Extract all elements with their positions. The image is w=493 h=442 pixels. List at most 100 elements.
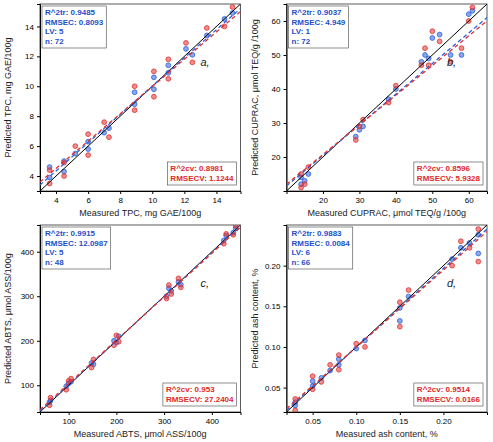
figure: 468101214468101214Measured TPC, mg GAE/1… [0,0,493,442]
point [166,57,171,62]
y-tick-label: 20 [272,153,281,162]
stats-text: RMSEC: 0.0084 [292,239,351,248]
y-tick-label: 400 [21,248,35,257]
x-axis-title: Measured TPC, mg GAE/100g [79,208,201,218]
x-tick: 4 [54,191,59,205]
x-tick: 200 [110,412,124,426]
x-tick-mark [313,412,314,415]
x-tick-mark [120,191,121,194]
x-tick-label: 40 [392,196,401,205]
y-axis: 468101214 [25,5,40,192]
point [166,76,171,81]
x-tick-mark [356,412,357,415]
y-tick-label: 0.05 [265,384,281,393]
y-tick-mark [284,306,287,307]
panel-title: c, [201,277,210,289]
stats-box-frame [163,383,237,406]
x-tick-label: 10 [148,196,157,205]
y-tick-mark [37,252,40,253]
x-tick: 60 [465,191,474,205]
y-tick: 10 [25,82,40,91]
point [336,367,341,372]
y-tick-mark [284,55,287,56]
point [459,53,464,58]
stats-text: n: 72 [292,37,311,46]
stats-text: RMSEC: 4.949 [292,18,346,27]
x-axis-line [287,192,488,195]
x-tick: 0.10 [349,412,365,426]
x-tick: 100 [62,412,76,426]
y-axis: 2030405060 [272,5,287,192]
y-tick-mark [37,26,40,27]
point [151,94,156,99]
x-tick-label: 14 [212,196,221,205]
x-tick-label: 50 [428,196,437,205]
x-tick: 40 [392,191,401,205]
point [132,90,137,95]
y-tick-label: 4 [30,172,35,181]
cv-stats-box: R^2cv: 0.8596RMSECV: 5.9328 [414,162,483,185]
point [328,362,333,367]
panel: 20304050602030405060Measured CUPRAC, μmo… [250,4,488,218]
y-tick-mark [37,341,40,342]
y-tick-mark [284,157,287,158]
fit-line [40,225,241,412]
x-tick-label: 20 [319,196,328,205]
y-tick: 100 [21,381,40,390]
x-tick-mark [69,412,70,415]
y-tick: 4 [30,172,40,181]
point [476,259,481,264]
stats-box: R^2tr: 0.9037RMSEC: 4.949LV: 1n: 72 [289,6,349,48]
stats-text: n: 72 [45,37,64,46]
plot-frame [287,4,488,191]
y-tick-label: 10 [25,82,34,91]
point [336,353,341,358]
x-tick: 14 [212,191,221,205]
stats-box-frame [414,383,483,406]
y-tick-label: 300 [21,292,35,301]
point [151,75,156,80]
point [363,345,368,350]
x-axis-line [287,413,488,416]
y-axis-line [284,5,288,192]
x-tick: 0.20 [436,412,452,426]
stats-text: RMSECV: 5.9328 [417,174,481,183]
x-tick-label: 0.20 [436,417,452,426]
x-axis: 0.050.100.150.20 [287,412,488,426]
y-axis: 100 200 300 400 [21,226,41,413]
y-tick-mark [37,296,40,297]
x-axis-title: Measured ABTS, μmol ASS/100g [74,429,207,439]
x-axis-line [41,192,242,195]
x-tick-label: 30 [355,196,364,205]
y-axis-title: Predicted ABTS, μmol ASS/100g [3,253,13,384]
y-tick: 200 [21,337,40,346]
stats-box: R^2tr: 0.9485RMSEC: 0.8093LV: 5n: 72 [42,6,106,48]
y-axis-line [37,5,41,192]
point [310,374,315,379]
point [459,46,464,51]
stats-text: LV: 5 [45,248,64,257]
y-tick-label: 6 [30,142,35,151]
stats-text: R^2tr: 0.9037 [292,8,343,17]
cv-stats-box: R^2cv: 0.9514RMSECV: 0.0166 [414,383,483,406]
stats-text: R^2tr: 0.9485 [45,8,96,17]
x-tick-mark [432,191,433,194]
x-tick: 50 [428,191,437,205]
x-tick-mark [88,191,89,194]
cv-stats-box: R^2cv: 0.953RMSECV: 27.2404 [163,383,237,406]
y-tick-label: 200 [21,337,35,346]
point [86,153,91,158]
stats-text: LV: 1 [292,27,311,36]
panel: 100200300400100200300400Measured ABTS, μ… [3,223,241,439]
stats-text: R^2tr: 0.9883 [292,229,343,238]
fit-line [287,225,488,412]
y-tick-mark [284,388,287,389]
x-tick-label: 0.15 [393,417,409,426]
point [397,324,402,329]
plot-area [40,225,241,412]
point [353,138,358,143]
point [190,60,195,65]
point [102,120,107,125]
x-tick-label: 100 [62,417,76,426]
point [476,251,481,256]
